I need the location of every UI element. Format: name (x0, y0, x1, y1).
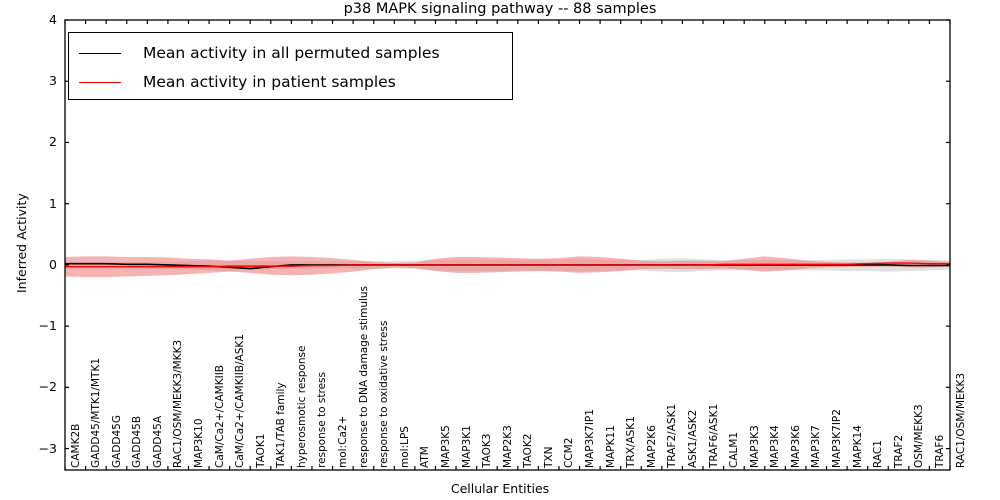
x-tick-label: TRAF2 (892, 434, 905, 468)
chart-title: p38 MAPK signaling pathway -- 88 samples (343, 1, 657, 17)
x-tick-label: MAP3K7 (810, 425, 823, 468)
patient-mean-line (65, 262, 950, 268)
x-tick-label: MAP2K3 (501, 425, 514, 468)
x-tick-label: GADD45A (151, 415, 164, 468)
x-tick-label: RAC1/OSM/MEKK3/MKK3 (172, 339, 185, 468)
x-axis-label: Cellular Entities (450, 481, 550, 496)
x-tick-label: ASK1/ASK2 (686, 409, 699, 468)
x-tick-label: TRX/ASK1 (625, 416, 638, 468)
x-tick-label: TAOK2 (522, 433, 535, 468)
x-tick-label: mol:Ca2+ (337, 415, 350, 468)
series-lines (65, 262, 950, 270)
legend-item[interactable]: Mean activity in all permuted samples (69, 39, 440, 67)
x-tick-label: hyperosmotic response (295, 345, 308, 468)
x-tick-label: GADD45G (110, 415, 123, 468)
x-tick-label: TAOK3 (481, 433, 494, 468)
x-tick-label: response to DNA damage stimulus (357, 285, 370, 468)
x-tick-label: ATM (419, 446, 432, 468)
x-tick-label: RAC1 (872, 440, 885, 468)
x-tick-label: mol:LPS (398, 426, 411, 468)
x-tick-label: CaM/Ca2+/CAMKIIB (213, 364, 226, 468)
y-tick-label: −1 (38, 318, 57, 334)
x-tick-label: MAP3K4 (769, 425, 782, 468)
line-swatch-black (79, 52, 121, 54)
x-tick-label: TXN (542, 446, 555, 468)
patient-band (65, 256, 950, 278)
x-tick-label: MAP3K3 (748, 425, 761, 468)
x-tick-label: MAPK14 (851, 425, 864, 468)
x-tick-label: TRAF2/ASK1 (666, 403, 679, 468)
y-tick-label: 3 (49, 73, 57, 89)
y-tick-label: 2 (49, 134, 57, 150)
legend-item[interactable]: Mean activity in patient samples (69, 68, 396, 96)
x-tick-label: TRAF6 (933, 434, 946, 468)
y-tick-label: 0 (49, 256, 57, 272)
x-tick-label: TAK1/TAB family (275, 382, 288, 468)
legend-label: Mean activity in patient samples (143, 73, 396, 91)
x-tick-label: GADD45/MTK1/MTK1 (90, 357, 103, 468)
axes-rect (64, 19, 951, 471)
x-tick-label: MAP3K10 (192, 418, 205, 468)
axes-frame (64, 19, 951, 471)
legend-label: Mean activity in all permuted samples (143, 44, 440, 62)
y-tick-label: 4 (49, 12, 57, 27)
y-tick-label: −3 (38, 440, 57, 456)
y-tick-label: 1 (49, 195, 57, 211)
x-tick-label: MAP3K1 (460, 425, 473, 468)
legend: Mean activity in all permuted samples Mea… (68, 32, 513, 100)
x-tick-label: MAP2K6 (645, 425, 658, 468)
x-tick-label: OSM/MEKK3 (913, 404, 926, 468)
x-tick-label: TAOK1 (254, 433, 267, 468)
x-tick-label: CCM2 (563, 437, 576, 468)
x-tick-label: RAC1/OSM/MEKK3 (954, 372, 967, 468)
x-tick-label: response to oxidative stress (378, 320, 391, 468)
x-tick-label: TRAF6/ASK1 (707, 403, 720, 468)
x-tick-label: MAPK11 (604, 425, 617, 468)
y-tick-label: −2 (38, 379, 57, 395)
x-tick-label: MAP3K6 (789, 425, 802, 468)
x-tick-label: MAP3K5 (439, 425, 452, 468)
x-tick-label: CaM/Ca2+/CAMKIIB/ASK1 (234, 334, 247, 468)
x-tick-label: GADD45B (131, 415, 144, 468)
x-tick-label: MAP3K7IP2 (831, 409, 843, 468)
x-tick-label: CALM1 (728, 431, 741, 468)
x-tick-label: MAP3K7IP1 (584, 409, 597, 468)
x-tick-label: response to stress (316, 372, 329, 468)
line-swatch-red (79, 81, 121, 83)
x-tick-label: CAMK2B (69, 423, 82, 468)
